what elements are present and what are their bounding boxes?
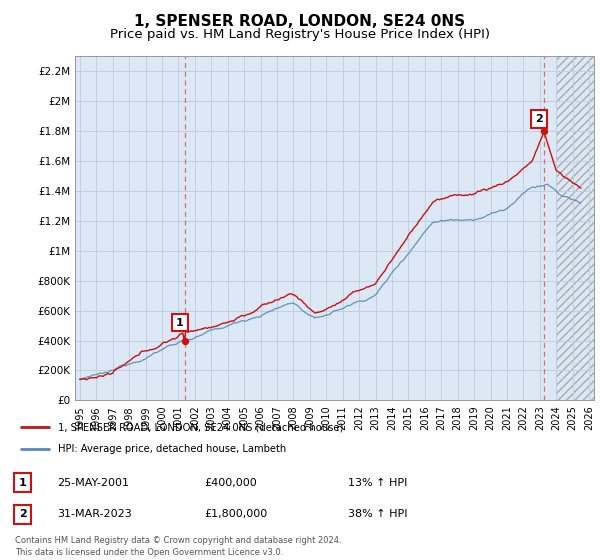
Bar (556, 56, 594, 400)
Text: 1, SPENSER ROAD, LONDON, SE24 0NS: 1, SPENSER ROAD, LONDON, SE24 0NS (134, 14, 466, 29)
Point (180, 336, 190, 345)
Text: £400,000: £400,000 (204, 478, 257, 488)
Text: 1, SPENSER ROAD, LONDON, SE24 0NS (detached house): 1, SPENSER ROAD, LONDON, SE24 0NS (detac… (58, 422, 344, 432)
Text: 2: 2 (535, 114, 543, 124)
Text: £1,800,000: £1,800,000 (204, 509, 267, 519)
Text: 1: 1 (176, 318, 184, 328)
Point (539, 127, 549, 136)
Text: 38% ↑ HPI: 38% ↑ HPI (348, 509, 407, 519)
Text: 2: 2 (19, 509, 26, 519)
Text: 25-MAY-2001: 25-MAY-2001 (57, 478, 129, 488)
Text: Price paid vs. HM Land Registry's House Price Index (HPI): Price paid vs. HM Land Registry's House … (110, 28, 490, 41)
Text: 31-MAR-2023: 31-MAR-2023 (57, 509, 132, 519)
Text: 13% ↑ HPI: 13% ↑ HPI (348, 478, 407, 488)
Text: Contains HM Land Registry data © Crown copyright and database right 2024.
This d: Contains HM Land Registry data © Crown c… (15, 536, 341, 557)
Text: HPI: Average price, detached house, Lambeth: HPI: Average price, detached house, Lamb… (58, 444, 286, 454)
Text: 1: 1 (19, 478, 26, 488)
